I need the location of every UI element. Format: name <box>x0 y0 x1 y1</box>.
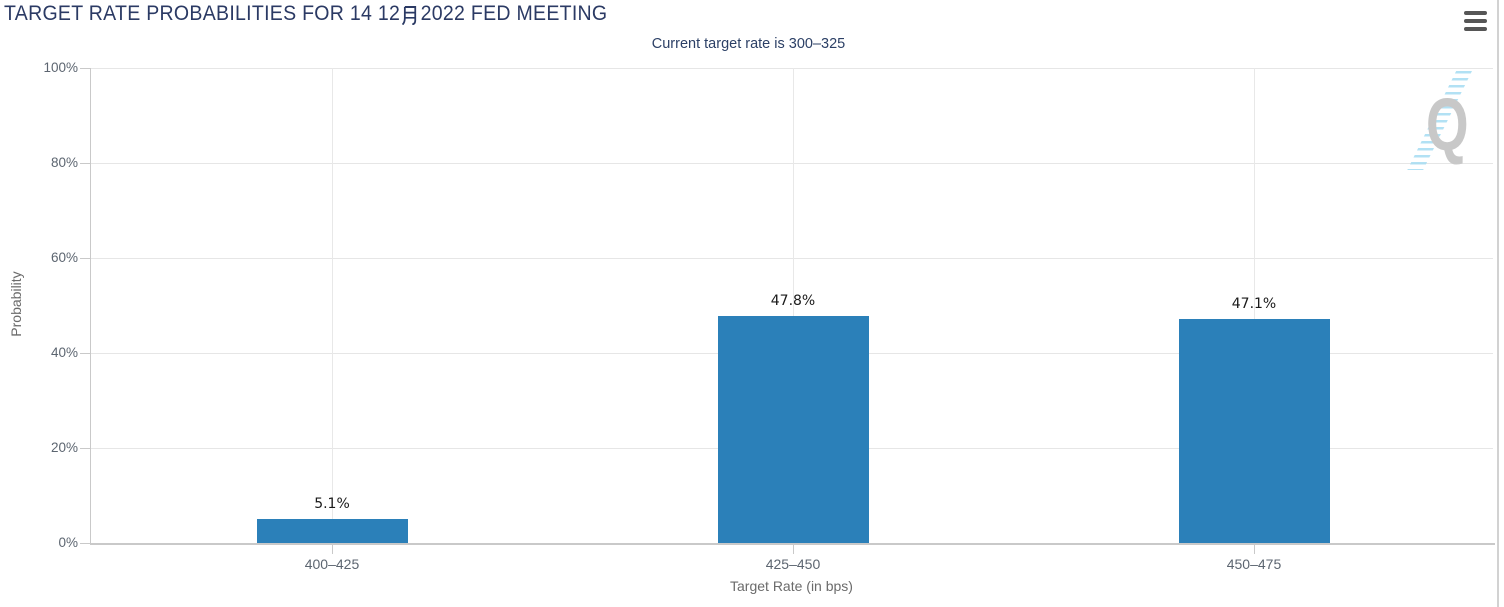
y-axis-tick <box>80 353 90 354</box>
y-axis-title: Probability <box>8 271 24 337</box>
menu-bar-icon <box>1464 19 1487 23</box>
menu-bar-icon <box>1464 11 1487 15</box>
bar-value-label: 5.1% <box>314 496 350 512</box>
x-axis-label: 425–450 <box>765 556 821 572</box>
y-axis-label: 80% <box>50 155 78 170</box>
chart-context-menu-button[interactable] <box>1464 10 1488 35</box>
chart-title: TARGET RATE PROBABILITIES FOR 14 12 2022… <box>4 2 607 26</box>
bar[interactable] <box>256 519 408 543</box>
bar[interactable] <box>1178 319 1330 543</box>
y-axis-line <box>90 68 91 543</box>
x-axis-tick <box>332 545 333 554</box>
x-axis-label: 400–425 <box>304 556 360 572</box>
x-gridline <box>793 68 794 543</box>
y-axis-tick <box>80 163 90 164</box>
x-axis-line <box>90 543 1495 545</box>
y-axis-label: 20% <box>50 440 78 455</box>
x-gridline <box>332 68 333 543</box>
bar-value-label: 47.8% <box>770 293 816 309</box>
y-axis-label: 40% <box>50 345 78 360</box>
y-axis-tick <box>80 543 90 544</box>
x-axis-label: 450–475 <box>1226 556 1282 572</box>
x-axis-tick <box>1254 545 1255 554</box>
y-axis-label: 100% <box>43 60 78 75</box>
x-axis-tick <box>793 545 794 554</box>
bar-value-label: 47.1% <box>1231 296 1277 312</box>
y-gridline <box>90 258 1493 259</box>
y-axis-tick <box>80 448 90 449</box>
chart-title-text-before: TARGET RATE PROBABILITIES FOR 14 12 <box>4 2 401 25</box>
x-gridline <box>1254 68 1255 543</box>
menu-bar-icon <box>1464 27 1487 31</box>
watermark-q-logo: Q <box>1426 83 1469 166</box>
container-right-border <box>1497 0 1499 607</box>
chart-subtitle: Current target rate is 300–325 <box>651 36 846 52</box>
x-axis-title: Target Rate (in bps) <box>730 578 853 594</box>
month-character-glyph <box>401 5 417 25</box>
bar[interactable] <box>717 316 869 543</box>
y-axis-label: 60% <box>50 250 78 265</box>
chart-title-text-after: 2022 FED MEETING <box>420 2 608 25</box>
y-axis-tick <box>80 68 90 69</box>
y-axis-tick <box>80 258 90 259</box>
y-axis-label: 0% <box>58 535 78 550</box>
y-gridline <box>90 163 1493 164</box>
y-gridline <box>90 68 1493 69</box>
